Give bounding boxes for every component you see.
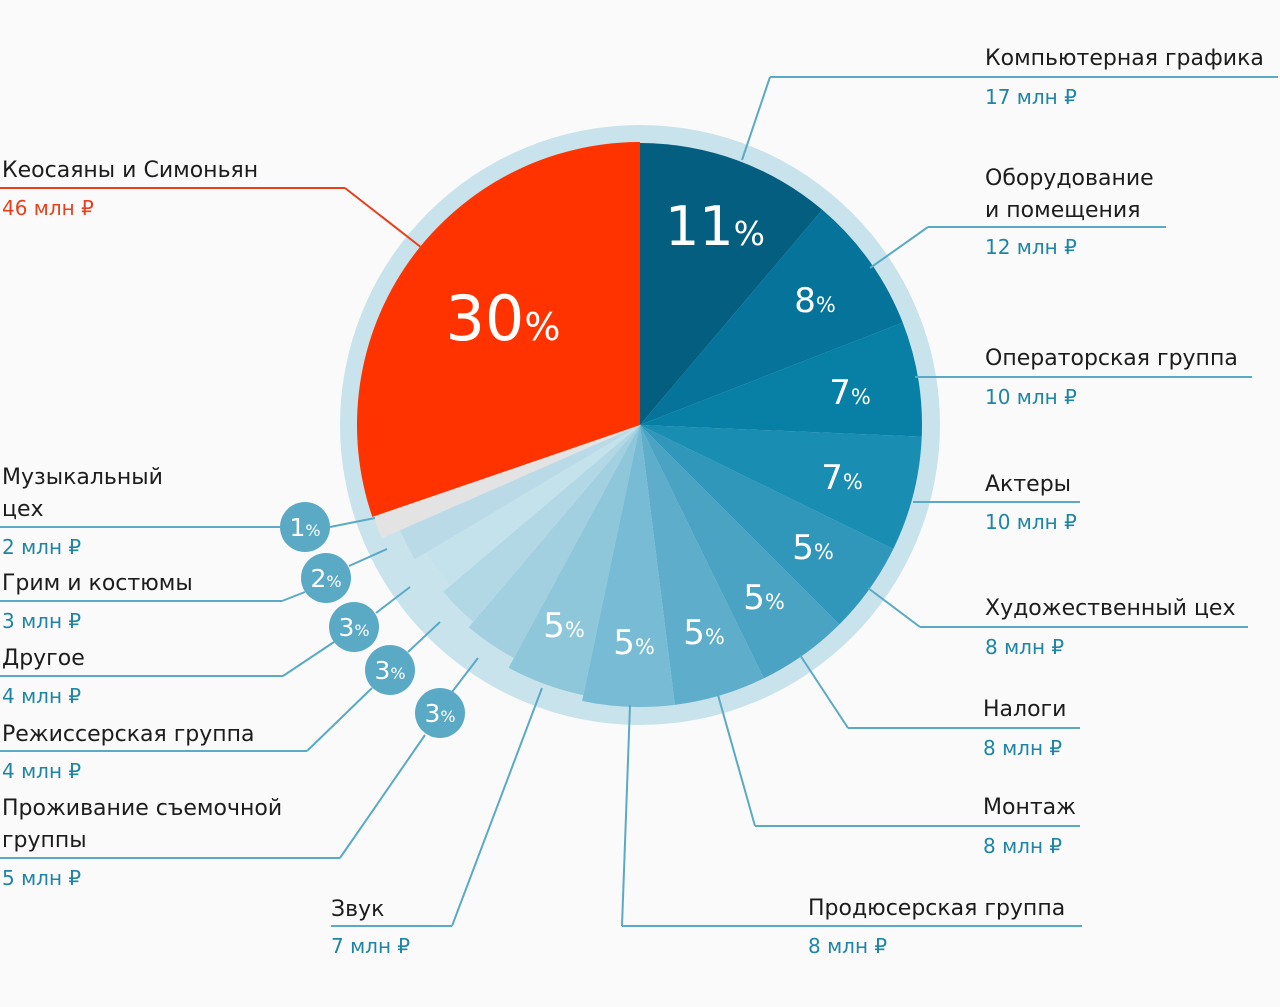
leader-line — [329, 517, 376, 528]
leader-line — [344, 187, 423, 249]
pie-slice — [356, 142, 640, 517]
percent-label: 7% — [821, 458, 863, 498]
leader-line — [306, 687, 373, 752]
slice-label: Оборудование — [985, 166, 1154, 191]
leader-line — [741, 76, 771, 161]
percent-badge — [301, 553, 351, 603]
percent-label: 3% — [374, 656, 405, 685]
leader-line — [339, 734, 426, 859]
leader-line — [451, 657, 479, 693]
leader-line — [407, 621, 441, 653]
pie-slice — [640, 209, 903, 425]
leader-line — [717, 694, 756, 827]
percent-label: 5% — [743, 578, 785, 618]
slice-label: Монтаж — [983, 795, 1076, 820]
slice-label: Проживание съемочной — [2, 796, 282, 821]
slice-label: Грим и костюмы — [2, 571, 193, 596]
percent-label: 5% — [683, 613, 725, 653]
leader-line — [799, 654, 849, 729]
percent-label: 1% — [289, 513, 320, 542]
slice-label: Художественный цех — [985, 596, 1236, 621]
slice-label: Продюсерская группа — [808, 896, 1065, 921]
pie-slice — [640, 425, 764, 705]
slice-label: Актеры — [985, 472, 1071, 497]
slice-value: 4 млн ₽ — [2, 759, 81, 783]
slice-value: 8 млн ₽ — [985, 635, 1064, 659]
slice-value: 4 млн ₽ — [2, 684, 81, 708]
percent-badge — [280, 502, 330, 552]
slice-value: 46 млн ₽ — [2, 196, 94, 220]
slice-label: и помещения — [985, 198, 1140, 223]
slice-value: 2 млн ₽ — [2, 535, 81, 559]
slice-label: Налоги — [983, 697, 1066, 722]
percent-label: 3% — [338, 613, 369, 642]
percent-label: 5% — [792, 528, 834, 568]
leader-line — [867, 587, 921, 628]
slice-value: 8 млн ₽ — [808, 934, 887, 958]
percent-label: 30% — [445, 282, 560, 355]
slice-label: Музыкальный — [2, 465, 163, 490]
percent-label: 2% — [310, 564, 341, 593]
slice-label: цех — [2, 497, 44, 522]
percent-label: 7% — [829, 373, 871, 413]
leader-line — [869, 226, 929, 269]
leader-line — [621, 704, 631, 927]
pie-slice — [640, 143, 823, 425]
percent-label: 8% — [794, 281, 836, 321]
pie-slice — [640, 425, 840, 679]
leader-line — [451, 687, 543, 927]
slice-label: Другое — [2, 646, 85, 671]
percent-badge — [365, 645, 415, 695]
pie-slice — [468, 425, 640, 659]
pie-slice — [640, 322, 922, 437]
slice-label: Кеосаяны и Симоньян — [2, 158, 258, 183]
slice-value: 5 млн ₽ — [2, 866, 81, 890]
leader-line — [281, 591, 306, 602]
pie-slice — [640, 425, 922, 549]
leader-line — [348, 548, 388, 567]
slice-value: 17 млн ₽ — [985, 85, 1077, 109]
percent-label: 11% — [665, 195, 765, 258]
pie-slice — [426, 425, 640, 586]
slice-value: 7 млн ₽ — [331, 934, 410, 958]
slice-value: 10 млн ₽ — [985, 385, 1077, 409]
pie-slice — [582, 425, 675, 707]
slice-value: 8 млн ₽ — [983, 736, 1062, 760]
pie-slice — [373, 425, 640, 539]
leader-line — [375, 586, 411, 614]
pie-slice — [400, 425, 640, 560]
leader-line — [282, 641, 335, 677]
pie-slice — [508, 425, 640, 696]
slice-label: группы — [2, 828, 87, 853]
percent-badge — [415, 688, 465, 738]
slice-label: Режиссерская группа — [2, 722, 255, 747]
slice-value: 8 млн ₽ — [983, 834, 1062, 858]
percent-badge — [329, 602, 379, 652]
slice-label: Компьютерная графика — [985, 46, 1264, 71]
percent-label: 3% — [424, 699, 455, 728]
slice-value: 3 млн ₽ — [2, 609, 81, 633]
slice-label: Звук — [331, 897, 384, 922]
slice-label: Операторская группа — [985, 346, 1238, 371]
percent-label: 5% — [613, 623, 655, 663]
pie-slice — [443, 425, 640, 622]
slice-value: 12 млн ₽ — [985, 235, 1077, 259]
percent-label: 5% — [543, 606, 585, 646]
pie-slice — [640, 425, 894, 625]
slice-value: 10 млн ₽ — [985, 510, 1077, 534]
